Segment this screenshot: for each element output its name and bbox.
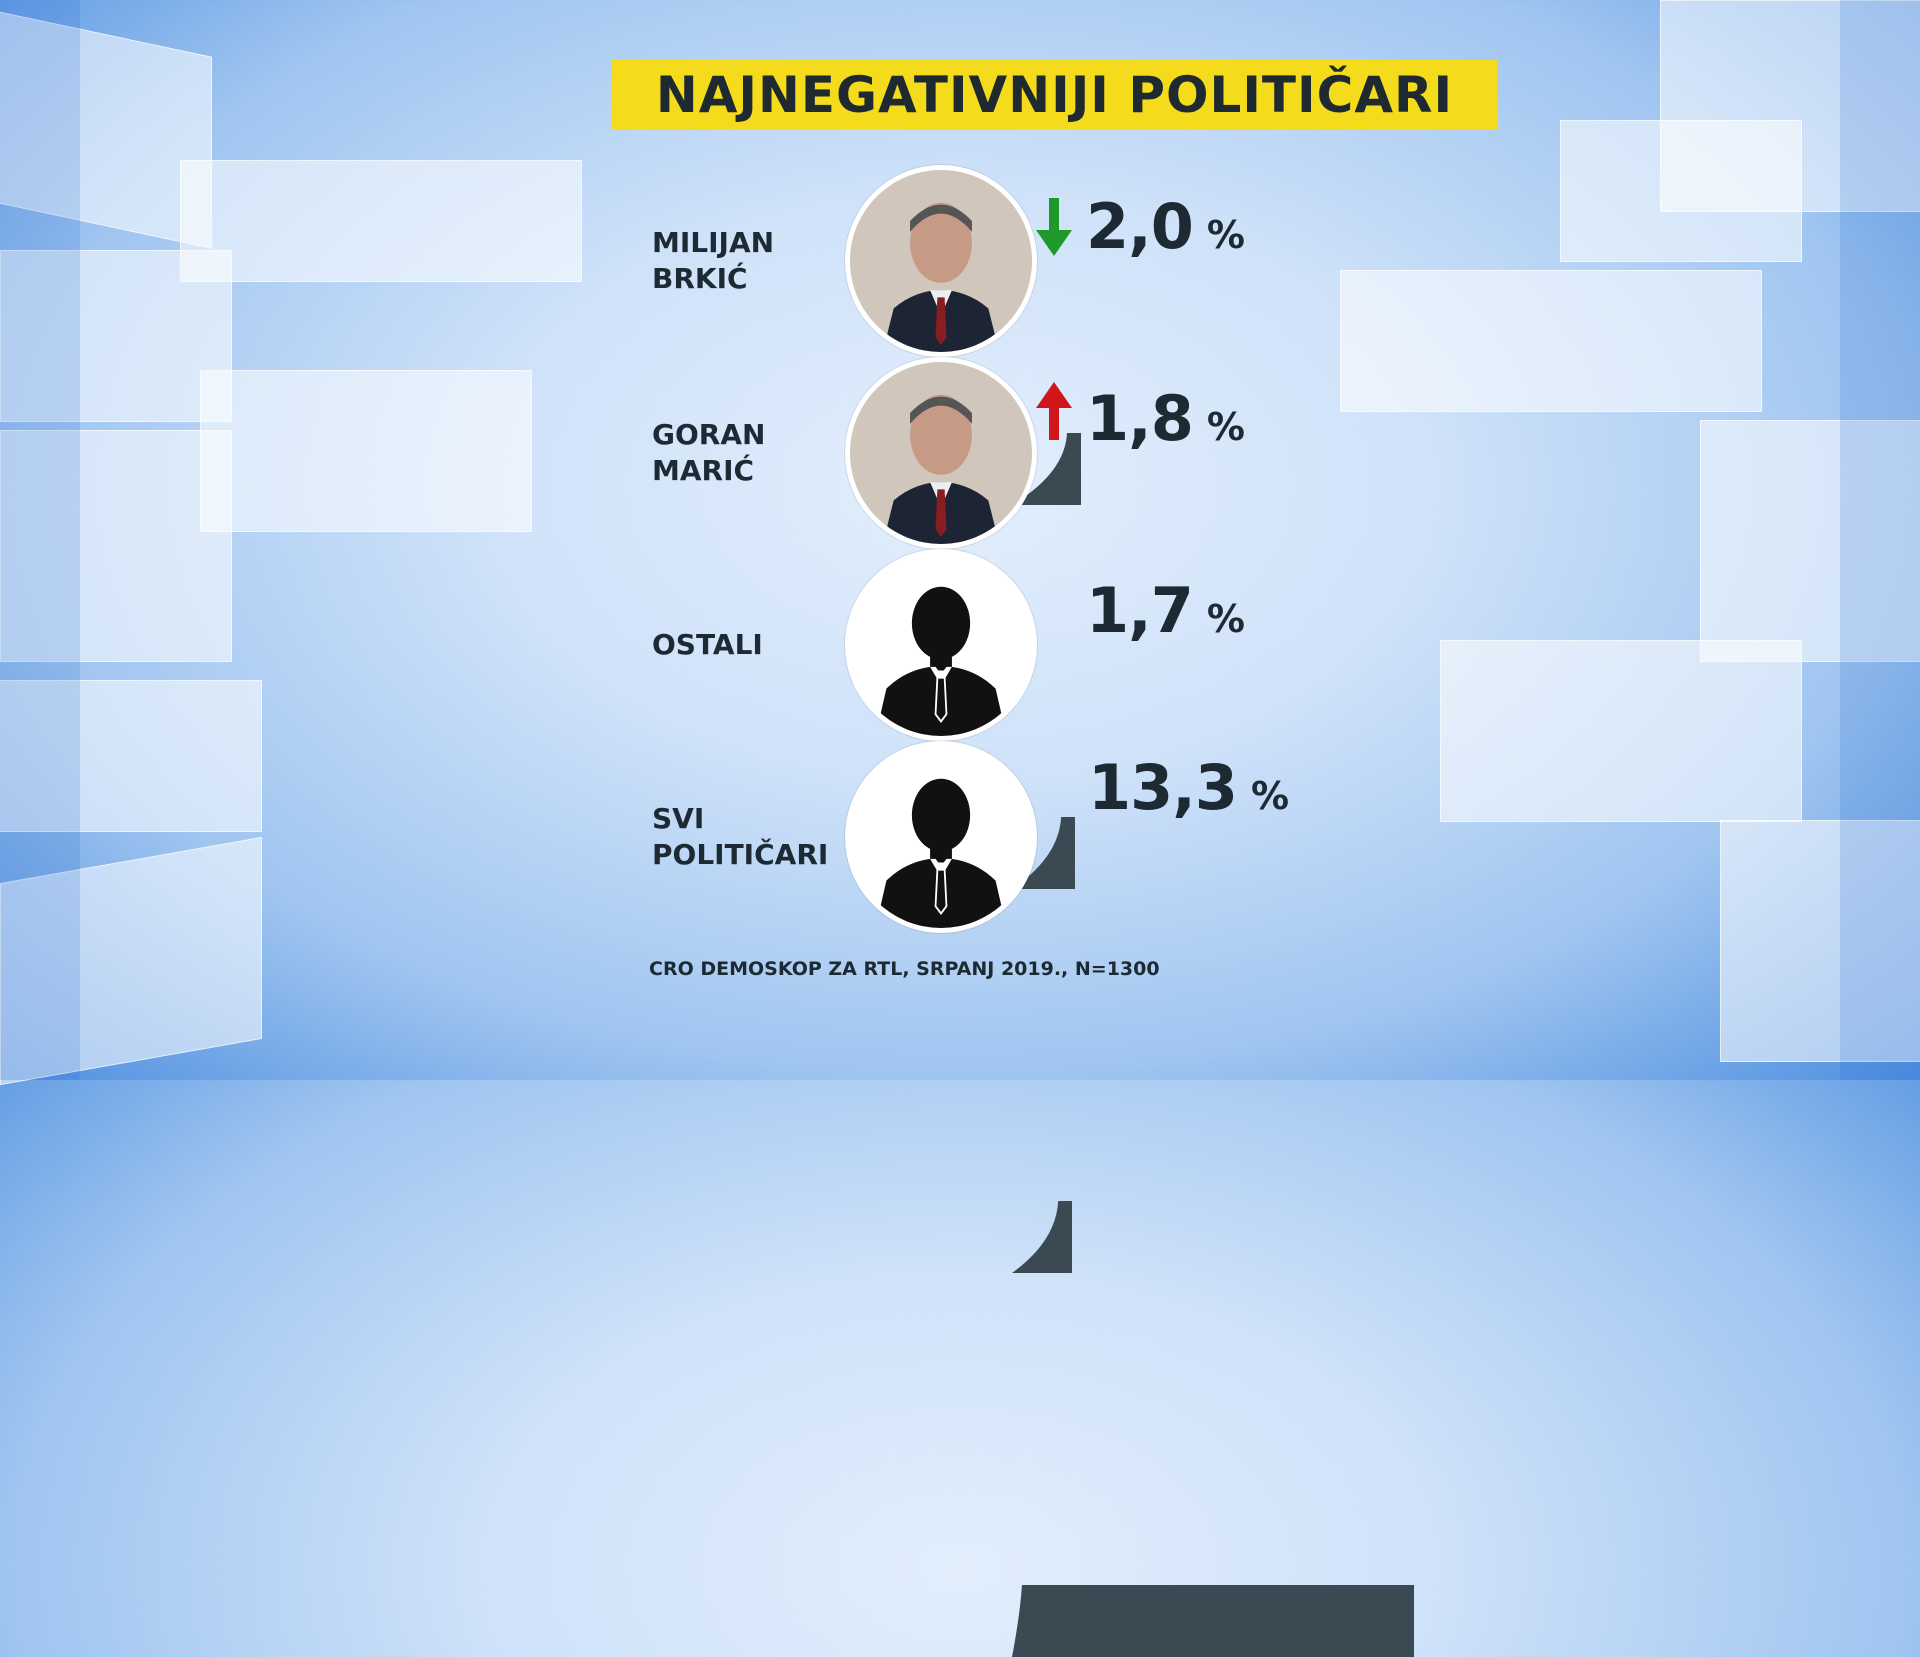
percent-sign: % bbox=[1206, 405, 1245, 449]
chart-title: NAJNEGATIVNIJI POLITIČARI bbox=[612, 60, 1497, 130]
person-silhouette-icon bbox=[845, 741, 1037, 933]
row-label: SVI POLITIČARI bbox=[652, 802, 829, 871]
value-number: 1,8 bbox=[1086, 382, 1194, 455]
arrow-up-icon bbox=[1036, 382, 1072, 440]
percent-sign: % bbox=[1250, 774, 1289, 818]
bar bbox=[1012, 1201, 1073, 1273]
percent-sign: % bbox=[1206, 213, 1245, 257]
percent-sign: % bbox=[1206, 597, 1245, 641]
value-label: 1,7% bbox=[1086, 574, 1245, 647]
value-number: 13,3 bbox=[1088, 751, 1238, 824]
value-label: 2,0% bbox=[1086, 190, 1245, 263]
value-number: 2,0 bbox=[1086, 190, 1194, 263]
person-silhouette-icon bbox=[845, 549, 1037, 741]
value-label: 1,8% bbox=[1086, 382, 1245, 455]
bar bbox=[1012, 1585, 1415, 1657]
bar bbox=[1012, 433, 1081, 505]
row-label: MILIJAN BRKIĆ bbox=[652, 226, 775, 295]
person-photo-icon bbox=[845, 357, 1037, 549]
chart-title-text: NAJNEGATIVNIJI POLITIČARI bbox=[655, 66, 1454, 124]
arrow-down-icon bbox=[1036, 198, 1072, 256]
person-photo-icon bbox=[845, 165, 1037, 357]
value-label: 13,3% bbox=[1088, 751, 1289, 824]
row-label: OSTALI bbox=[652, 628, 763, 661]
bar bbox=[1012, 817, 1076, 889]
source-footnote: CRO DEMOSKOP ZA RTL, SRPANJ 2019., N=130… bbox=[649, 958, 1160, 980]
value-number: 1,7 bbox=[1086, 574, 1194, 647]
row-label: GORAN MARIĆ bbox=[652, 418, 766, 487]
